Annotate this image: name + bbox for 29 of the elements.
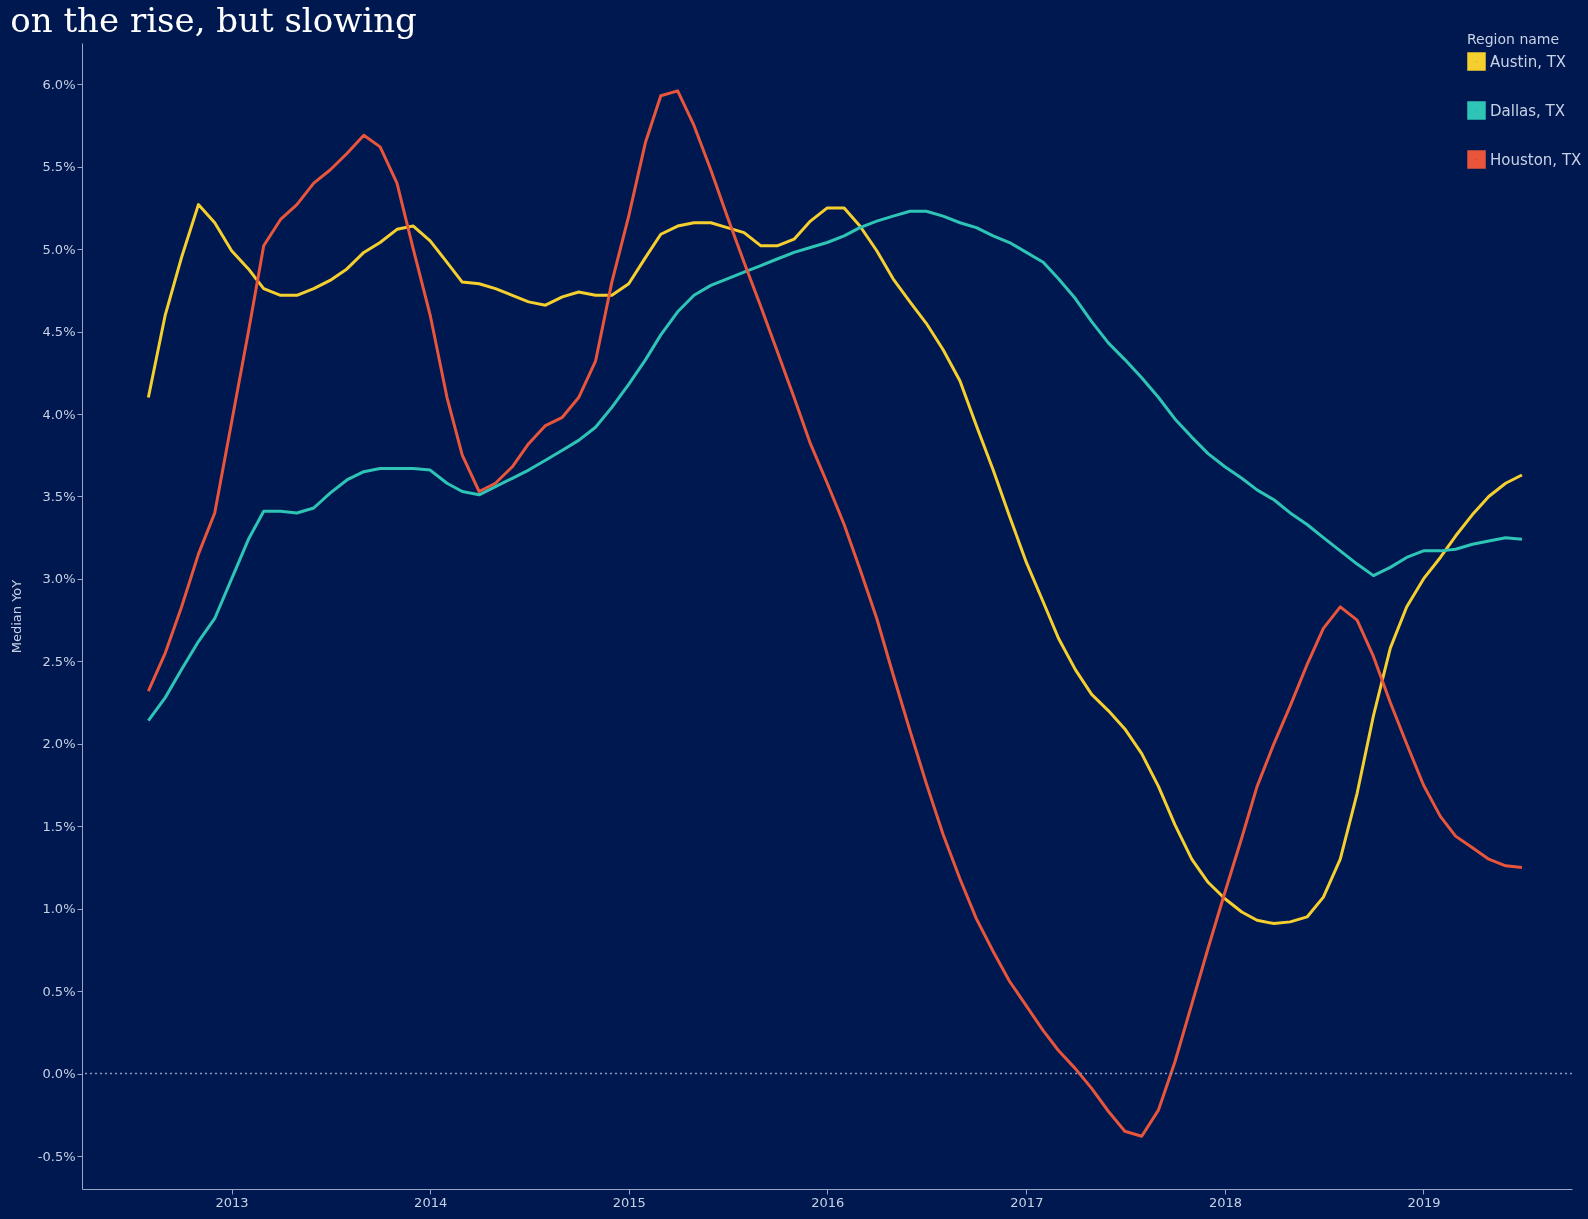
y-tick-label: 4.5% — [42, 324, 76, 340]
x-tick-label: 2013 — [215, 1194, 249, 1210]
y-tick-label: -0.5% — [37, 1148, 76, 1164]
x-tick-label: 2018 — [1208, 1194, 1242, 1210]
y-tick-label: 2.5% — [42, 653, 76, 669]
y-axis-title: Median YoY — [8, 579, 24, 654]
x-tick-label: 2015 — [612, 1194, 646, 1210]
x-tick-label: 2014 — [414, 1194, 448, 1210]
y-tick-label: 1.0% — [42, 901, 76, 917]
y-tick-label: 1.5% — [42, 818, 76, 834]
legend-title: Region name — [1467, 31, 1560, 47]
y-tick-label: 0.0% — [42, 1066, 76, 1082]
legend-label: Dallas, TX — [1490, 101, 1566, 120]
y-tick-label: 3.5% — [42, 488, 76, 504]
legend-label: Austin, TX — [1490, 52, 1567, 71]
x-tick-label: 2017 — [1010, 1194, 1044, 1210]
y-tick-label: 6.0% — [42, 76, 76, 92]
y-tick-label: 5.5% — [42, 159, 76, 175]
y-tick-label: 4.0% — [42, 406, 76, 422]
line-series — [146, 209, 1524, 723]
y-tick-label: 2.0% — [42, 736, 76, 752]
x-tick-label: 2016 — [811, 1194, 845, 1210]
chart-title: on the rise, but slowing — [10, 0, 417, 40]
x-tick-label: 2019 — [1407, 1194, 1441, 1210]
legend-label: Houston, TX — [1490, 150, 1582, 169]
y-tick-label: 5.0% — [42, 241, 76, 257]
line-series — [146, 203, 1524, 926]
y-tick-label: 0.5% — [42, 983, 76, 999]
y-tick-label: 3.0% — [42, 571, 76, 587]
